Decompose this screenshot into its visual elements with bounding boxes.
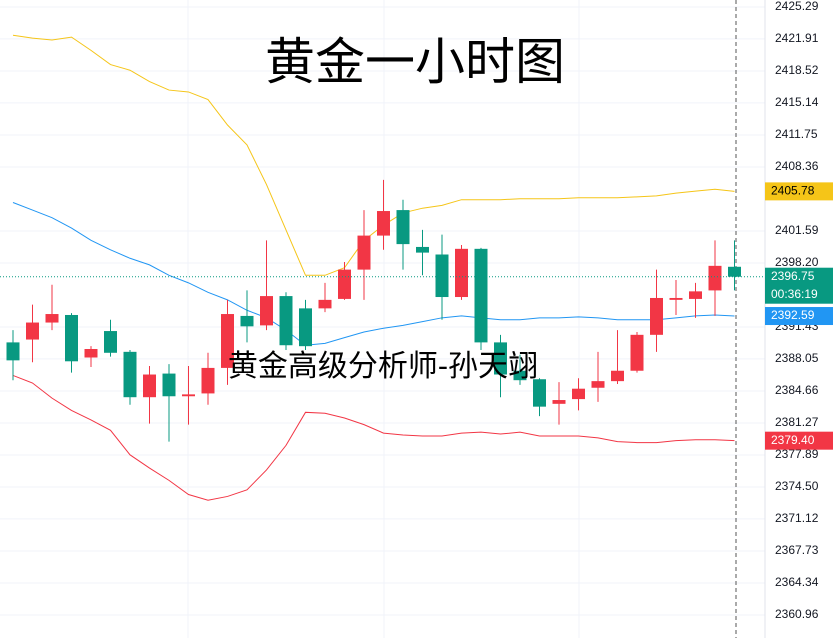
countdown: 00:36:19 [771,287,818,301]
y-tick-label: 2388.05 [775,351,819,365]
y-tick-label: 2360.96 [775,607,819,621]
candle-body [455,248,468,298]
price-tag-label: 2379.40 [771,433,815,447]
candle-body [650,297,663,335]
candle-body [630,334,644,371]
y-tick-label: 2364.34 [775,575,819,589]
watermark: 黄金高级分析师-孙天翊 [228,349,538,384]
candle-body [84,349,98,358]
price-tag-label: 2405.78 [771,184,815,198]
y-tick-label: 2421.91 [775,31,819,45]
y-tick-label: 2367.73 [775,543,819,557]
y-tick-label: 2374.50 [775,479,819,493]
candle-body [182,394,195,397]
candle-body [669,297,683,300]
candle-body [591,381,605,388]
y-tick-label: 2381.27 [775,415,819,429]
candle-body [104,331,117,353]
candle-body [299,308,312,347]
band-line [12,34,735,276]
candle-body [377,211,390,236]
price-tags: 2405.78 2396.75 00:36:19 2392.59 2379.40 [0,182,833,450]
candle-body [240,315,254,327]
candle-body [552,400,566,404]
y-tick-label: 2371.12 [775,511,819,525]
plot [6,34,741,501]
candle-body [338,269,351,299]
price-tag [765,182,833,201]
y-tick-label: 2401.59 [775,223,819,237]
candle-body [396,210,410,245]
candle-body [123,351,137,398]
price-tag [765,267,833,304]
candle-body [533,379,546,407]
price-tag [765,431,833,450]
candle-body [162,373,176,397]
price-tag-label: 2392.59 [771,308,815,322]
y-tick-label: 2418.52 [775,63,819,77]
candle-body [260,296,273,326]
price-tag-label: 2396.75 [771,269,815,283]
chart-title: 黄金一小时图 [265,33,565,91]
candle-body [318,299,332,309]
candle-body [572,388,585,400]
candle-body [728,266,741,277]
candle-body [6,342,20,361]
y-tick-label: 2398.20 [775,255,819,269]
candle-body [494,342,507,375]
candle-body [221,314,234,368]
candle-body [708,265,722,291]
candle-body [611,370,624,382]
candle-body [279,296,293,346]
band-line [12,374,735,501]
candle-body [26,322,39,340]
candle-body [201,367,215,394]
price-tag [765,307,833,326]
candle-body [689,291,702,299]
y-tick-label: 2425.29 [775,0,819,13]
candle-body [45,314,59,323]
candle-body [357,235,371,270]
y-tick-label: 2408.36 [775,159,819,173]
y-tick-label: 2377.89 [775,447,819,461]
y-tick-label: 2415.14 [775,95,819,109]
y-tick-label: 2411.75 [775,127,818,141]
candle-body [143,374,156,398]
band-line [12,202,735,346]
candle-body [513,370,527,381]
candle-body [65,314,78,362]
candle-body [474,248,488,343]
candle-body [435,254,449,298]
candle-body [416,246,429,253]
y-tick-label: 2384.66 [775,383,819,397]
